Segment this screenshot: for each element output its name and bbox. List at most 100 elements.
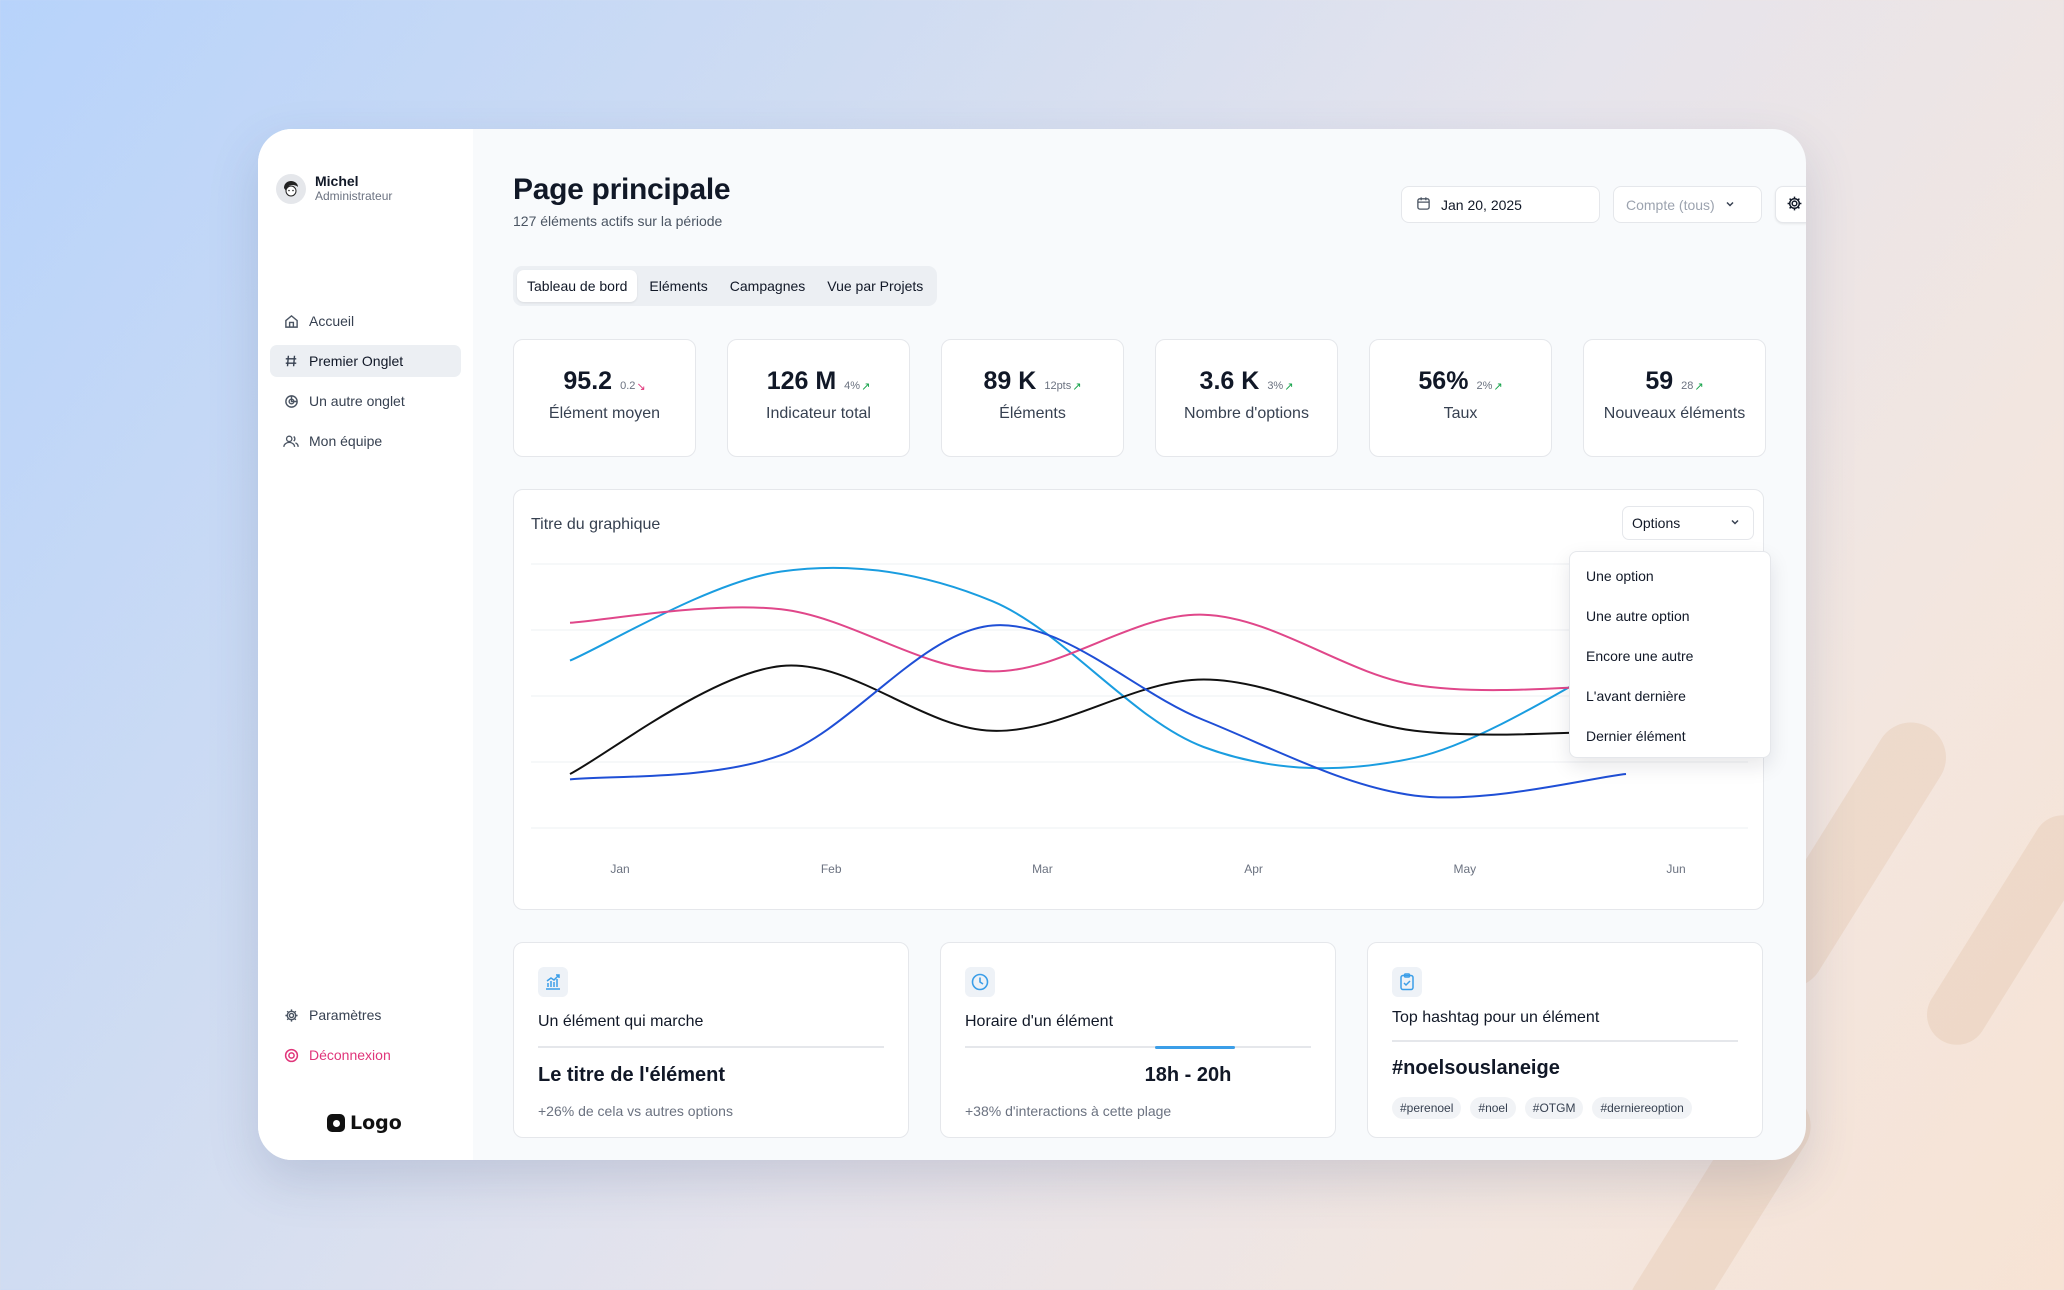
sidebar: Michel Administrateur Accueil Premier On…: [258, 129, 473, 1160]
chevron-down-icon: [1724, 197, 1736, 213]
time-progress-fill: [1155, 1046, 1235, 1049]
arrow-up-icon: ↗: [861, 380, 871, 393]
hashtag-chip[interactable]: #noel: [1470, 1097, 1516, 1119]
stat-delta: 3% ↗: [1267, 380, 1294, 393]
stat-label: Éléments: [999, 405, 1066, 422]
insight-card: Horaire d'un élément 18h - 20h +38% d'in…: [940, 942, 1336, 1138]
chart-pie-icon: [283, 393, 299, 409]
sidebar-item-label: Mon équipe: [309, 433, 383, 449]
stat-value: 89 K: [983, 367, 1037, 395]
arrow-up-icon: ↗: [1694, 380, 1704, 393]
main-nav: Accueil Premier Onglet Un autre onglet M…: [270, 305, 461, 465]
menu-item-encore-une-autre[interactable]: Encore une autre: [1586, 648, 1694, 664]
tab-campagnes[interactable]: Campagnes: [729, 278, 806, 294]
settings-button[interactable]: [1775, 186, 1806, 223]
sidebar-item-deconnexion[interactable]: Déconnexion: [270, 1039, 461, 1071]
gear-icon: [1786, 195, 1803, 215]
stat-delta: 2% ↗: [1476, 380, 1503, 393]
account-select-value: Compte (tous): [1626, 196, 1715, 213]
stat-card: 59 28 ↗ Nouveaux éléments: [1583, 339, 1766, 457]
sidebar-item-premier-onglet[interactable]: Premier Onglet: [270, 345, 461, 377]
line-chart: Jan Feb Mar Apr May Jun: [531, 563, 1748, 876]
hashtag-chip[interactable]: #OTGM: [1524, 1097, 1584, 1119]
divider: [538, 1046, 884, 1048]
user-profile[interactable]: Michel Administrateur: [276, 173, 392, 204]
arrow-up-icon: ↗: [1072, 380, 1082, 393]
menu-item-dernier-element[interactable]: Dernier élément: [1586, 728, 1686, 744]
options-label: Options: [1632, 515, 1681, 531]
chart-growth-icon: [538, 967, 568, 997]
chart-title: Titre du graphique: [531, 516, 661, 533]
insight-cards: Un élément qui marche Le titre de l'élém…: [513, 942, 1763, 1138]
logo: Logo: [327, 1112, 402, 1134]
stat-card: 56% 2% ↗ Taux: [1369, 339, 1552, 457]
card-value: 18h - 20h: [1144, 1064, 1232, 1086]
account-select[interactable]: Compte (tous): [1613, 186, 1762, 223]
sidebar-item-label: Déconnexion: [309, 1047, 391, 1063]
sidebar-item-mon-equipe[interactable]: Mon équipe: [270, 425, 461, 457]
stat-label: Élément moyen: [548, 405, 661, 422]
tab-elements[interactable]: Eléments: [649, 278, 708, 294]
card-caption: +38% d'interactions à cette plage: [965, 1103, 1172, 1119]
logo-text: Logo: [350, 1112, 402, 1134]
tab-bar: Tableau de bord Eléments Campagnes Vue p…: [513, 266, 938, 306]
sidebar-bottom: Paramètres Déconnexion: [270, 999, 461, 1079]
chevron-down-icon: [1729, 515, 1741, 531]
sidebar-item-label: Un autre onglet: [309, 393, 405, 409]
hashtag-chip[interactable]: #derniereoption: [1592, 1097, 1692, 1119]
sidebar-item-parametres[interactable]: Paramètres: [270, 999, 461, 1031]
menu-item-une-autre-option[interactable]: Une autre option: [1586, 608, 1690, 624]
sidebar-item-accueil[interactable]: Accueil: [270, 305, 461, 337]
series-line-2: [569, 606, 1627, 692]
chart-card: Jan Feb Mar Apr May Jun Titre du graphique Op…: [513, 489, 1771, 910]
logo-mark-icon: [327, 1114, 345, 1132]
sidebar-item-un-autre-onglet[interactable]: Un autre onglet: [270, 385, 461, 417]
card-value: Le titre de l'élément: [538, 1064, 726, 1086]
card-caption: +26% de cela vs autres options: [538, 1103, 733, 1119]
stat-value: 59: [1645, 367, 1674, 395]
menu-item-une-option[interactable]: Une option: [1586, 568, 1654, 584]
top-hashtag: #noelsouslaneige: [1392, 1057, 1560, 1079]
stat-delta: 12pts ↗: [1044, 380, 1082, 393]
x-tick-label: Apr: [1244, 862, 1263, 876]
stat-label: Taux: [1443, 405, 1478, 422]
date-value: Jan 20, 2025: [1441, 196, 1522, 213]
stat-card: 95.2 0.2 ↘ Élément moyen: [513, 339, 696, 457]
stat-delta: 28 ↗: [1681, 380, 1704, 393]
main-content: Page principale 127 éléments actifs sur …: [473, 129, 1806, 1160]
card-title: Un élément qui marche: [538, 1013, 704, 1030]
card-title: Top hashtag pour un élément: [1392, 1009, 1600, 1026]
tab-vue-par-projets[interactable]: Vue par Projets: [827, 278, 924, 294]
app-window: Michel Administrateur Accueil Premier On…: [258, 129, 1806, 1160]
options-dropdown-button[interactable]: Options: [1622, 506, 1754, 540]
logout-icon: [283, 1047, 299, 1063]
clock-icon: [965, 967, 995, 997]
arrow-up-icon: ↗: [1284, 380, 1294, 393]
stat-value: 126 M: [766, 367, 837, 395]
date-picker[interactable]: Jan 20, 2025: [1401, 186, 1600, 223]
x-tick-label: Feb: [821, 862, 842, 876]
stats-row: 95.2 0.2 ↘ Élément moyen 126 M 4% ↗ Indicate…: [513, 339, 1766, 457]
avatar: [276, 173, 306, 204]
hashtag-chip[interactable]: #perenoel: [1392, 1097, 1462, 1119]
menu-item-avant-derniere[interactable]: L'avant dernière: [1586, 688, 1686, 704]
gear-icon: [283, 1007, 299, 1023]
stat-delta: 4% ↗: [844, 380, 871, 393]
hashtag-list: #perenoel #noel #OTGM #derniereoption: [1392, 1097, 1692, 1119]
stat-value: 3.6 K: [1199, 367, 1260, 395]
user-role: Administrateur: [315, 189, 393, 203]
x-tick-label: Jan: [610, 862, 629, 876]
stat-label: Nombre d'options: [1184, 405, 1309, 422]
tab-tableau-de-bord[interactable]: Tableau de bord: [517, 270, 638, 302]
hash-icon: [283, 353, 299, 369]
stat-card: 126 M 4% ↗ Indicateur total: [727, 339, 910, 457]
stat-delta: 0.2 ↘: [620, 380, 646, 393]
user-name: Michel: [315, 173, 359, 189]
sidebar-item-label: Premier Onglet: [309, 353, 404, 369]
stat-card: 89 K 12pts ↗ Éléments: [941, 339, 1124, 457]
stat-value: 56%: [1418, 367, 1469, 395]
stat-card: 3.6 K 3% ↗ Nombre d'options: [1155, 339, 1338, 457]
page-title: Page principale: [513, 173, 731, 206]
arrow-up-icon: ↗: [1493, 380, 1503, 393]
sidebar-item-label: Paramètres: [309, 1007, 382, 1023]
